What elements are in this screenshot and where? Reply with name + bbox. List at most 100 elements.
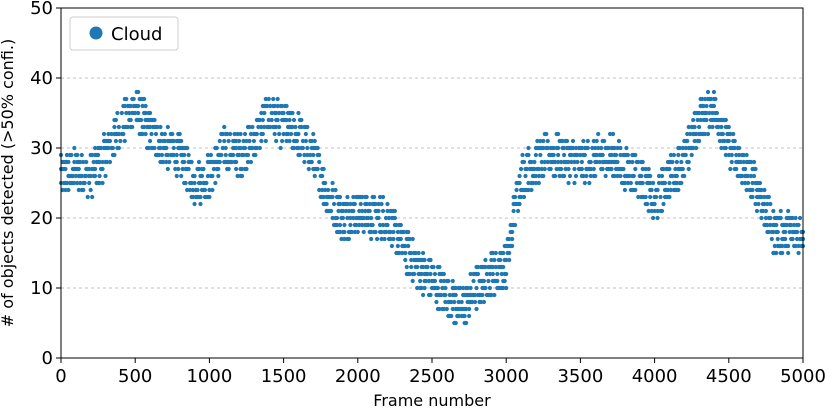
data-point — [716, 131, 721, 137]
data-point — [468, 285, 473, 291]
data-point — [254, 145, 259, 151]
data-point — [320, 187, 325, 193]
data-point — [388, 229, 393, 235]
data-point — [723, 117, 728, 123]
data-point — [409, 264, 414, 270]
data-point — [300, 138, 305, 144]
data-point — [397, 250, 402, 256]
data-point — [639, 173, 644, 179]
data-point — [251, 138, 257, 144]
data-point — [437, 264, 442, 270]
data-point — [254, 131, 259, 137]
data-point — [410, 236, 415, 242]
data-point — [340, 208, 346, 214]
data-point — [474, 285, 479, 291]
data-point — [763, 208, 769, 214]
data-point — [256, 124, 261, 130]
data-point — [599, 145, 604, 151]
data-point — [707, 124, 712, 130]
data-point — [241, 152, 246, 158]
data-point — [202, 187, 208, 193]
data-point — [207, 187, 212, 193]
data-point — [330, 187, 335, 193]
data-point — [780, 243, 785, 249]
data-point — [694, 131, 699, 137]
data-point — [513, 222, 518, 228]
data-point — [407, 271, 412, 277]
data-point — [311, 131, 316, 137]
data-point — [734, 152, 739, 158]
x-tick-label: 3000 — [483, 366, 529, 387]
data-point — [394, 222, 399, 228]
data-point — [269, 110, 274, 116]
data-point — [790, 236, 795, 242]
data-point — [518, 194, 524, 200]
data-point — [291, 117, 297, 123]
data-point — [618, 152, 623, 158]
data-point — [609, 152, 614, 158]
data-point — [722, 138, 727, 144]
data-point — [697, 138, 702, 144]
data-point — [196, 166, 202, 172]
data-point — [385, 201, 390, 207]
data-point — [587, 180, 592, 186]
data-point — [324, 201, 329, 207]
data-point — [189, 180, 194, 186]
data-point — [415, 285, 420, 291]
data-point — [748, 173, 754, 179]
data-point — [93, 173, 98, 179]
data-point — [401, 229, 406, 235]
data-point — [87, 166, 92, 172]
data-point — [588, 166, 593, 172]
data-point — [284, 117, 289, 123]
data-point — [428, 292, 433, 298]
data-point — [259, 138, 264, 144]
data-point — [165, 124, 170, 130]
data-point — [340, 215, 346, 221]
data-point — [72, 145, 77, 151]
data-point — [225, 131, 230, 137]
data-point — [403, 250, 408, 256]
data-point — [116, 145, 121, 151]
data-point — [726, 124, 731, 130]
data-point — [334, 215, 340, 221]
data-point — [234, 145, 239, 151]
data-point — [719, 145, 724, 151]
data-point — [277, 131, 282, 137]
data-point — [143, 110, 148, 116]
data-point — [277, 124, 282, 130]
data-point — [441, 271, 446, 277]
data-point — [701, 103, 706, 109]
data-point — [495, 278, 500, 284]
data-point — [81, 187, 86, 193]
data-point — [566, 180, 571, 186]
data-point — [113, 138, 119, 144]
data-point — [64, 180, 70, 186]
data-point — [369, 229, 374, 235]
data-point — [588, 159, 593, 165]
data-point — [471, 278, 476, 284]
data-point — [754, 208, 760, 214]
data-point — [217, 159, 222, 165]
data-point — [403, 257, 408, 263]
data-point — [419, 285, 424, 291]
data-point — [523, 173, 528, 179]
data-point — [84, 159, 89, 165]
data-point — [253, 152, 258, 158]
data-point — [75, 152, 80, 158]
data-point — [300, 145, 305, 151]
data-point — [517, 173, 522, 179]
data-point — [484, 271, 490, 277]
data-point — [711, 89, 717, 95]
data-point — [459, 299, 464, 305]
data-point — [235, 131, 240, 137]
data-point — [88, 187, 93, 193]
data-point — [376, 201, 381, 207]
data-point — [287, 117, 292, 123]
data-point — [521, 194, 527, 200]
data-point — [317, 187, 322, 193]
data-point — [116, 131, 121, 137]
data-point — [407, 236, 412, 242]
data-point — [572, 159, 577, 165]
data-point — [220, 145, 225, 151]
